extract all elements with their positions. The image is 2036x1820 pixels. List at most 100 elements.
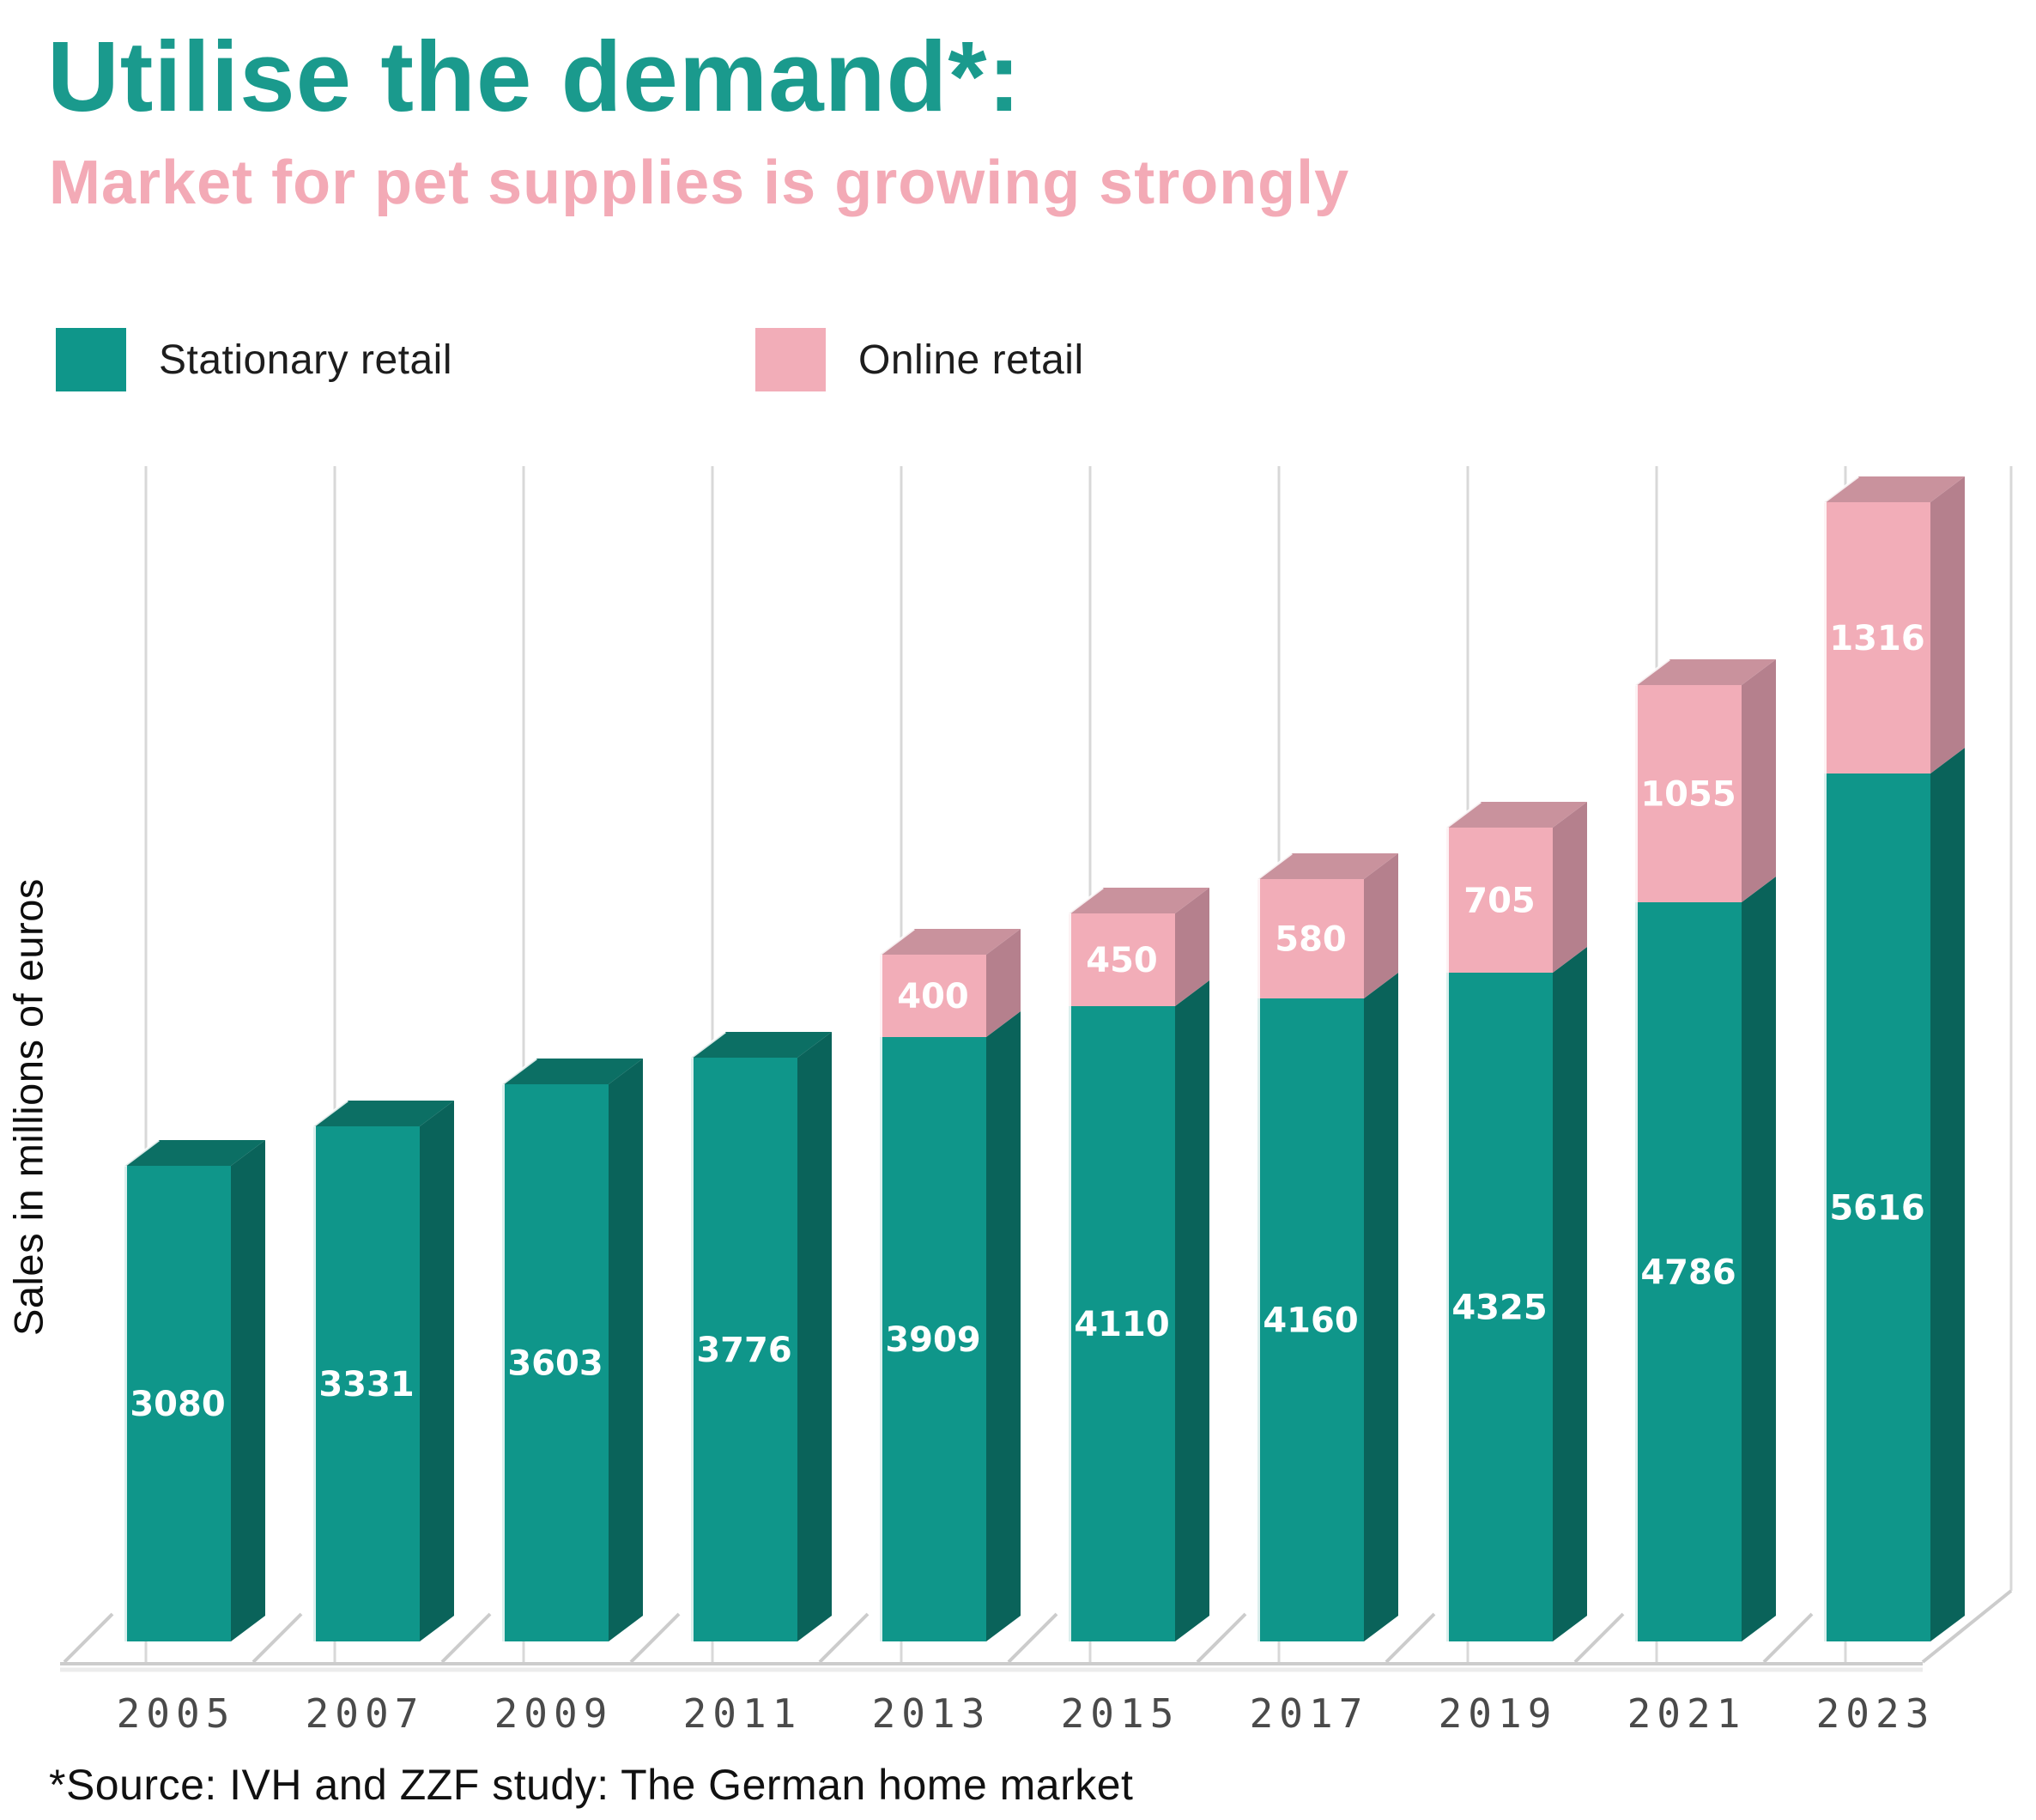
value-label-online: 1316: [1829, 619, 1924, 658]
value-label-stationary: 3603: [507, 1344, 603, 1384]
bar-side-stationary: [986, 1011, 1021, 1641]
bar-front-stationary: [502, 1084, 609, 1641]
bar-side-stationary: [1742, 877, 1776, 1641]
bar-top-edge-highlight: [1257, 852, 1293, 881]
legend-label-stationary-retail: Stationary retail: [159, 337, 452, 383]
bar-front-stationary: [880, 1037, 986, 1641]
value-label-online: 1055: [1640, 775, 1736, 815]
floor-diagonal: [1573, 1612, 1625, 1664]
bar-front-online: [1635, 685, 1742, 902]
value-label-online: 580: [1275, 920, 1347, 960]
x-axis-label: 2005: [117, 1690, 236, 1737]
x-axis-label: 2007: [306, 1690, 425, 1737]
bar-front-online: [1446, 828, 1553, 973]
x-axis-label: 2013: [872, 1690, 991, 1737]
bar-top-edge-highlight: [690, 1030, 726, 1059]
floor-diagonal: [440, 1612, 492, 1664]
bar-front-stationary: [313, 1126, 420, 1641]
bar-top-edge-highlight: [1068, 886, 1104, 915]
bar-side-online: [1930, 476, 1965, 774]
bar-front-stationary: [1069, 1006, 1175, 1641]
bar-front-stationary: [1635, 902, 1742, 1641]
bar-side-online: [986, 929, 1021, 1037]
bar-front-stationary: [1824, 774, 1930, 1641]
legend-swatch-online-retail: [755, 328, 826, 391]
bar-group-2009: 3603: [501, 1057, 643, 1641]
legend-label-online-retail: Online retail: [858, 337, 1084, 383]
bar-top-stationary: [124, 1140, 265, 1166]
bar-top-online: [1257, 853, 1398, 879]
bar-side-stationary: [1364, 973, 1398, 1641]
value-label-stationary: 3776: [696, 1331, 791, 1370]
x-axis-label: 2021: [1627, 1690, 1747, 1737]
bar-side-online: [1364, 853, 1398, 998]
x-axis-label: 2017: [1250, 1690, 1369, 1737]
bar-side-stationary: [1553, 947, 1587, 1641]
x-axis-label: 2023: [1816, 1690, 1936, 1737]
legend-item-stationary-retail: Stationary retail: [56, 327, 452, 392]
x-axis-label: 2019: [1439, 1690, 1558, 1737]
bar-group-2011: 3776: [690, 1030, 832, 1641]
source-note: *Source: IVH and ZZF study: The German h…: [49, 1761, 1134, 1809]
bar-top-stationary: [691, 1032, 832, 1058]
x-axis-label: 2009: [494, 1690, 614, 1737]
bar-top-edge-highlight: [1445, 800, 1482, 829]
bar-front-online: [1069, 913, 1175, 1006]
floor-diagonal: [818, 1612, 870, 1664]
x-axis-label: 2011: [683, 1690, 803, 1737]
bar-group-2021: 4786 1055: [1634, 658, 1776, 1641]
value-label-stationary: 5616: [1829, 1189, 1924, 1228]
bar-top-stationary: [313, 1101, 454, 1126]
floor-diagonal: [251, 1612, 303, 1664]
floor-diagonal: [1385, 1612, 1436, 1664]
floor-diagonal: [1762, 1612, 1814, 1664]
bar-group-2023: 5616 1316: [1823, 475, 1965, 1641]
value-label-stationary: 4110: [1074, 1305, 1169, 1344]
bar-group-2007: 3331: [312, 1099, 454, 1641]
bar-group-2013: 3909 400: [879, 927, 1021, 1641]
bar-front-stationary: [1257, 998, 1364, 1641]
value-label-stationary: 4786: [1640, 1253, 1736, 1293]
bar-top-online: [1824, 476, 1965, 502]
bar-top-stationary: [502, 1059, 643, 1084]
bar-top-edge-highlight: [501, 1057, 537, 1086]
bar-top-edge-highlight: [1634, 658, 1670, 687]
floor-diagonal: [1007, 1612, 1058, 1664]
bar-top-edge-highlight: [124, 1138, 160, 1168]
bar-side-stationary: [420, 1101, 454, 1641]
bar-top-online: [880, 929, 1021, 955]
value-label-stationary: 3909: [885, 1320, 980, 1360]
legend-swatch-stationary-retail: [56, 328, 126, 391]
x-axis-label: 2015: [1061, 1690, 1180, 1737]
floor-diagonal: [63, 1612, 114, 1664]
bar-side-stationary: [797, 1032, 832, 1641]
bar-top-online: [1446, 802, 1587, 828]
bar-side-stationary: [231, 1140, 265, 1641]
value-label-online: 400: [897, 977, 969, 1016]
value-label-online: 705: [1463, 882, 1536, 921]
value-label-online: 450: [1086, 941, 1158, 980]
bar-front-online: [1257, 879, 1364, 998]
value-label-stationary: 3080: [130, 1385, 225, 1424]
bar-side-stationary: [1175, 980, 1209, 1641]
bar-side-online: [1742, 659, 1776, 902]
bar-top-online: [1635, 659, 1776, 685]
bar-group-2015: 4110 450: [1068, 886, 1209, 1641]
bar-group-2019: 4325 705: [1445, 800, 1587, 1641]
bar-top-edge-highlight: [312, 1099, 348, 1128]
bar-front-stationary: [691, 1058, 797, 1641]
bar-top-edge-highlight: [879, 927, 915, 956]
legend-item-online-retail: Online retail: [755, 327, 1084, 392]
floor-diagonal: [629, 1612, 681, 1664]
page-title: Utilise the demand*:: [47, 21, 1022, 132]
bar-top-online: [1069, 888, 1209, 913]
bar-side-online: [1175, 888, 1209, 1006]
value-label-stationary: 4160: [1263, 1301, 1358, 1341]
bar-front-stationary: [1446, 973, 1553, 1641]
bar-top-edge-highlight: [1823, 475, 1859, 504]
page-subtitle: Market for pet supplies is growing stron…: [49, 149, 1350, 217]
bar-front-stationary: [124, 1166, 231, 1641]
bar-group-2005: 3080: [124, 1138, 265, 1641]
